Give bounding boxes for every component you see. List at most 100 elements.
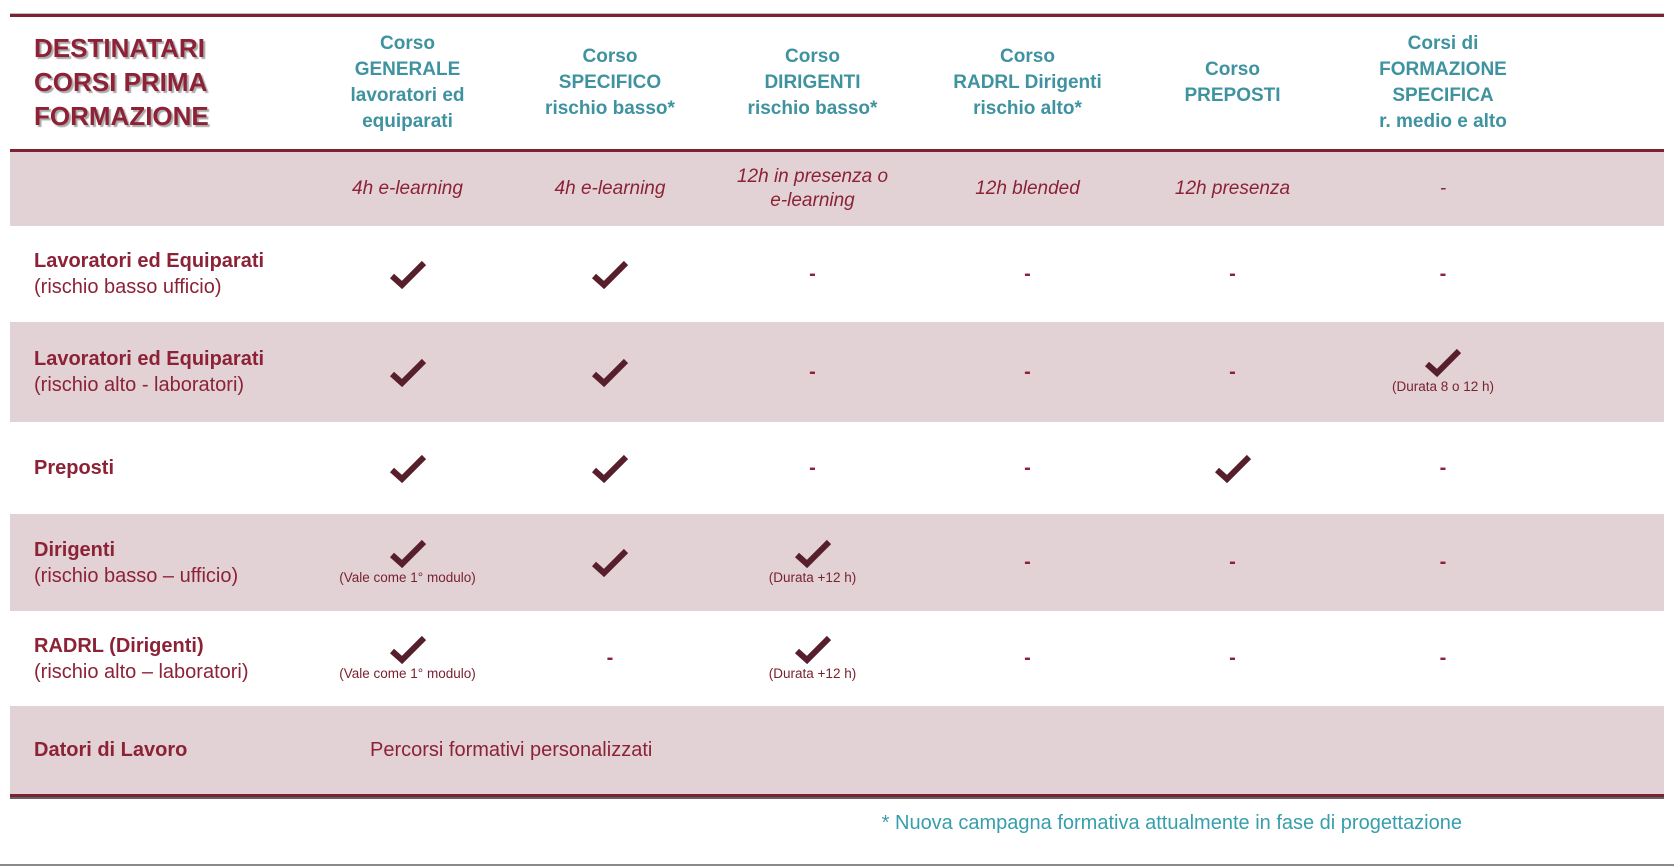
row-name: Preposti	[34, 457, 115, 479]
cell-specifico	[515, 422, 705, 514]
cell-note: (Vale come 1° modulo)	[339, 569, 476, 585]
column-header-label: Corsi di FORMAZIONE SPECIFICA r. medio e…	[1379, 32, 1507, 133]
row-label-cell: Lavoratori ed Equiparati (rischio alto -…	[10, 322, 300, 422]
row-label-cell: Dirigenti (rischio basso – ufficio)	[10, 514, 300, 611]
cell-formazione-specifica: -	[1330, 422, 1664, 514]
dash: -	[1439, 456, 1447, 479]
cell-radrl: -	[920, 514, 1135, 611]
dash: -	[1439, 262, 1447, 285]
column-header-label: Corso GENERALE lavoratori ed equiparati	[350, 32, 465, 133]
cell-radrl: -	[920, 422, 1135, 514]
page-title: DESTINATARI CORSI PRIMA FORMAZIONE	[34, 33, 209, 131]
column-header-label: Corso PREPOSTI	[1184, 58, 1281, 106]
duration-cell: 12h blended	[920, 152, 1135, 226]
cell-note: (Durata +12 h)	[768, 569, 857, 585]
duration-label: -	[1439, 178, 1447, 200]
dash: -	[1229, 647, 1236, 669]
footnote: * Nuova campagna formativa attualmente i…	[881, 812, 1462, 834]
cell-formazione-specifica: -	[1330, 514, 1664, 611]
duration-cell: -	[1330, 152, 1664, 226]
check-icon	[1214, 454, 1251, 483]
duration-label: 12h blended	[975, 178, 1080, 200]
table-row: Preposti - - -	[10, 422, 1664, 514]
check-icon	[389, 260, 426, 289]
cell-note: (Durata +12 h)	[768, 665, 857, 681]
courses-table: DESTINATARI CORSI PRIMA FORMAZIONE Corso…	[10, 14, 1664, 797]
dash: -	[1024, 360, 1031, 383]
check-icon	[794, 635, 831, 664]
cell-radrl: -	[920, 226, 1135, 322]
row-name: Lavoratori ed Equiparati	[34, 250, 265, 272]
cell-dirigenti: -	[705, 226, 920, 322]
dash: -	[1024, 647, 1031, 669]
cell-generale	[300, 322, 515, 422]
row-name: RADRL (Dirigenti)	[34, 634, 204, 657]
check-icon	[591, 260, 629, 289]
table-row: Dirigenti (rischio basso – ufficio) (Val…	[10, 514, 1664, 611]
dash: -	[1439, 647, 1447, 669]
cell-dirigenti: -	[705, 422, 920, 514]
cell-formazione-specifica: -	[1330, 611, 1664, 706]
column-header-label: Corso RADRL Dirigenti rischio alto*	[953, 45, 1102, 120]
check-icon	[389, 358, 426, 387]
check-icon	[591, 548, 629, 577]
cell-dirigenti: (Durata +12 h)	[705, 611, 920, 706]
dash: -	[1229, 360, 1236, 383]
row-subtitle: (rischio alto - laboratori)	[34, 374, 245, 396]
check-icon	[794, 539, 831, 568]
row-label-cell: RADRL (Dirigenti) (rischio alto – labora…	[10, 611, 300, 706]
cell-preposti: -	[1135, 226, 1330, 322]
cell-generale: (Vale come 1° modulo)	[300, 611, 515, 706]
row-label-cell: Lavoratori ed Equiparati (rischio basso …	[10, 226, 300, 322]
column-header-corso-dirigenti: Corso DIRIGENTI rischio basso*	[705, 17, 920, 149]
column-header-formazione-specifica: Corsi di FORMAZIONE SPECIFICA r. medio e…	[1330, 17, 1664, 149]
dash: -	[1439, 551, 1447, 573]
cell-generale	[300, 422, 515, 514]
row-subtitle: (rischio alto – laboratori)	[34, 660, 249, 683]
duration-label: 12h in presenza o e-learning	[736, 166, 889, 211]
column-header-corso-specifico: Corso SPECIFICO rischio basso*	[515, 17, 705, 149]
column-header-label: Corso DIRIGENTI rischio basso*	[747, 45, 878, 120]
check-icon	[591, 358, 629, 387]
cell-dirigenti: -	[705, 322, 920, 422]
table-row: Lavoratori ed Equiparati (rischio alto -…	[10, 322, 1664, 422]
dash: -	[809, 456, 816, 479]
column-header-corso-preposti: Corso PREPOSTI	[1135, 17, 1330, 149]
cell-note: (Vale come 1° modulo)	[339, 665, 476, 681]
cell-generale	[300, 226, 515, 322]
cell-radrl: -	[920, 611, 1135, 706]
cell-formazione-specifica: (Durata 8 o 12 h)	[1330, 322, 1664, 422]
check-icon	[1424, 349, 1462, 378]
duration-label: 12h presenza	[1174, 178, 1291, 200]
bottom-divider	[0, 864, 1674, 866]
column-header-corso-radrl: Corso RADRL Dirigenti rischio alto*	[920, 17, 1135, 149]
column-header-corso-generale: Corso GENERALE lavoratori ed equiparati	[300, 17, 515, 149]
dash: -	[1024, 551, 1031, 573]
row-subtitle: (rischio basso ufficio)	[34, 276, 222, 298]
cell-specifico	[515, 226, 705, 322]
dash: -	[1024, 456, 1031, 479]
table-row: Datori di Lavoro Percorsi formativi pers…	[10, 706, 1664, 794]
header-row: DESTINATARI CORSI PRIMA FORMAZIONE Corso…	[10, 17, 1664, 152]
cell-preposti: -	[1135, 322, 1330, 422]
duration-cell: 4h e-learning	[300, 152, 515, 226]
row-label-cell: Preposti	[10, 422, 300, 514]
dash: -	[809, 262, 816, 285]
row-name: Dirigenti	[34, 538, 116, 561]
duration-label: 4h e-learning	[352, 178, 463, 200]
dash: -	[1229, 551, 1236, 573]
cell-specifico	[515, 322, 705, 422]
check-icon	[389, 635, 426, 664]
dash: -	[1229, 262, 1236, 285]
check-icon	[389, 539, 426, 568]
dash: -	[809, 360, 816, 383]
cell-preposti	[1135, 422, 1330, 514]
check-icon	[591, 454, 629, 483]
cell-preposti: -	[1135, 611, 1330, 706]
duration-row: 4h e-learning 4h e-learning 12h in prese…	[10, 152, 1664, 226]
table-row: RADRL (Dirigenti) (rischio alto – labora…	[10, 611, 1664, 706]
cell-generale: (Vale come 1° modulo)	[300, 514, 515, 611]
table-row: Lavoratori ed Equiparati (rischio basso …	[10, 226, 1664, 322]
cell-preposti: -	[1135, 514, 1330, 611]
duration-cell: 4h e-learning	[515, 152, 705, 226]
